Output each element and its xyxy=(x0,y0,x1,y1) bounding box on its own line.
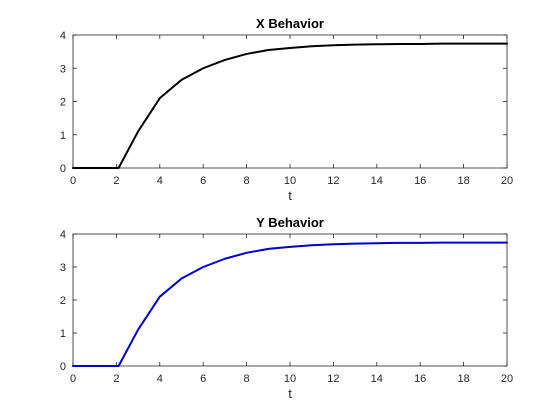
x-axis-label: t xyxy=(288,386,292,401)
y-tick-label: 2 xyxy=(60,97,66,109)
x-tick-label: 16 xyxy=(414,373,426,385)
series-line-1 xyxy=(72,241,508,367)
x-tick-label: 10 xyxy=(284,175,296,187)
x-tick-label: 8 xyxy=(244,175,250,187)
x-tick-label: 16 xyxy=(414,175,426,187)
axes-box xyxy=(72,233,508,367)
chart-title: Y Behavior xyxy=(256,215,324,230)
x-tick-label: 20 xyxy=(501,175,513,187)
x-tick-label: 6 xyxy=(200,175,206,187)
x-tick-label: 4 xyxy=(157,175,163,187)
x-tick-label: 14 xyxy=(371,373,383,385)
x-tick-label: 12 xyxy=(327,373,339,385)
x-tick-label: 18 xyxy=(457,373,469,385)
y-tick-label: 4 xyxy=(60,229,66,241)
x-tick-label: 12 xyxy=(327,175,339,187)
y-tick-label: 2 xyxy=(60,295,66,307)
x-tick-label: 0 xyxy=(70,175,76,187)
x-tick-label: 4 xyxy=(157,373,163,385)
x-axis-label: t xyxy=(288,188,292,203)
x-tick-label: 18 xyxy=(457,175,469,187)
y-tick-label: 3 xyxy=(60,262,66,274)
series-line-1 xyxy=(72,42,508,169)
x-tick-label: 6 xyxy=(200,373,206,385)
y-tick-label: 0 xyxy=(60,361,66,373)
x-tick-label: 8 xyxy=(244,373,250,385)
y-tick-label: 0 xyxy=(60,163,66,175)
x-tick-label: 20 xyxy=(501,373,513,385)
x-tick-label: 0 xyxy=(70,373,76,385)
y-tick-label: 4 xyxy=(60,30,66,42)
axes-box xyxy=(72,34,508,169)
x-tick-label: 2 xyxy=(113,373,119,385)
y-tick-label: 3 xyxy=(60,63,66,75)
x-tick-label: 10 xyxy=(284,373,296,385)
x-tick-label: 14 xyxy=(371,175,383,187)
y-tick-label: 1 xyxy=(60,130,66,142)
x-tick-label: 2 xyxy=(113,175,119,187)
y-tick-label: 1 xyxy=(60,328,66,340)
chart-title: X Behavior xyxy=(256,16,324,31)
